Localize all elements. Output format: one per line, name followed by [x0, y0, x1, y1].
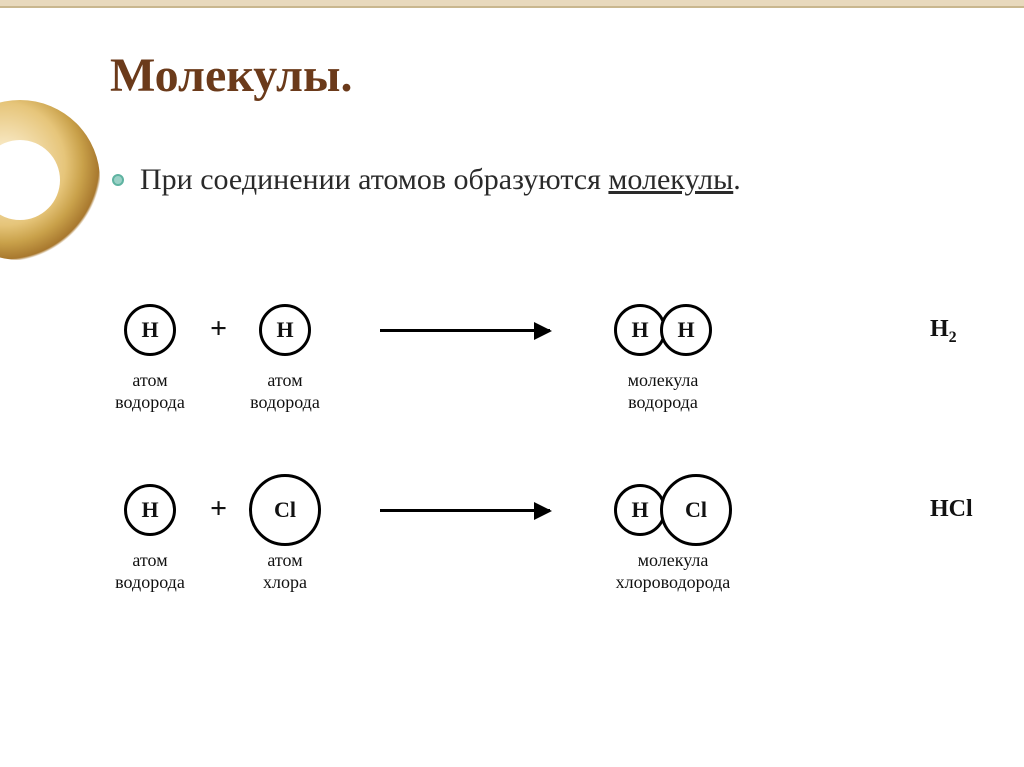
reactant-atom: H — [124, 484, 176, 536]
bullet-icon — [112, 174, 124, 186]
reaction-row: Hатом водорода+Clатом хлораHClмолекула х… — [100, 470, 980, 650]
product-atom: H — [660, 304, 712, 356]
formula: HCl — [930, 496, 973, 523]
product-atom: H — [614, 304, 666, 356]
plus-sign: + — [210, 312, 227, 346]
intro-underlined: молекулы — [608, 163, 733, 196]
intro-suffix: . — [733, 163, 741, 196]
atom-label: атом водорода — [235, 370, 335, 413]
intro-text: При соединении атомов образуются молекул… — [140, 160, 741, 201]
arrow-icon — [380, 329, 550, 332]
molecule-label: молекула водорода — [563, 370, 763, 413]
reactant-atom: Cl — [249, 474, 321, 546]
product-atom: H — [614, 484, 666, 536]
atom-label: атом водорода — [100, 550, 200, 593]
decorative-ring — [0, 100, 100, 260]
atom-label: атом водорода — [100, 370, 200, 413]
plus-sign: + — [210, 492, 227, 526]
reactant-atom: H — [124, 304, 176, 356]
slide-title: Молекулы. — [110, 48, 352, 103]
molecule-label: молекула хлороводорода — [573, 550, 773, 593]
atom-label: атом хлора — [235, 550, 335, 593]
top-strip — [0, 0, 1024, 8]
molecule-diagram: Hатом водорода+Hатом водородаHHмолекула … — [100, 290, 980, 650]
product-atom: Cl — [660, 474, 732, 546]
arrow-icon — [380, 509, 550, 512]
intro-prefix: При соединении атомов образуются — [140, 163, 608, 196]
reactant-atom: H — [259, 304, 311, 356]
formula: H2 — [930, 316, 957, 347]
reaction-row: Hатом водорода+Hатом водородаHHмолекула … — [100, 290, 980, 470]
